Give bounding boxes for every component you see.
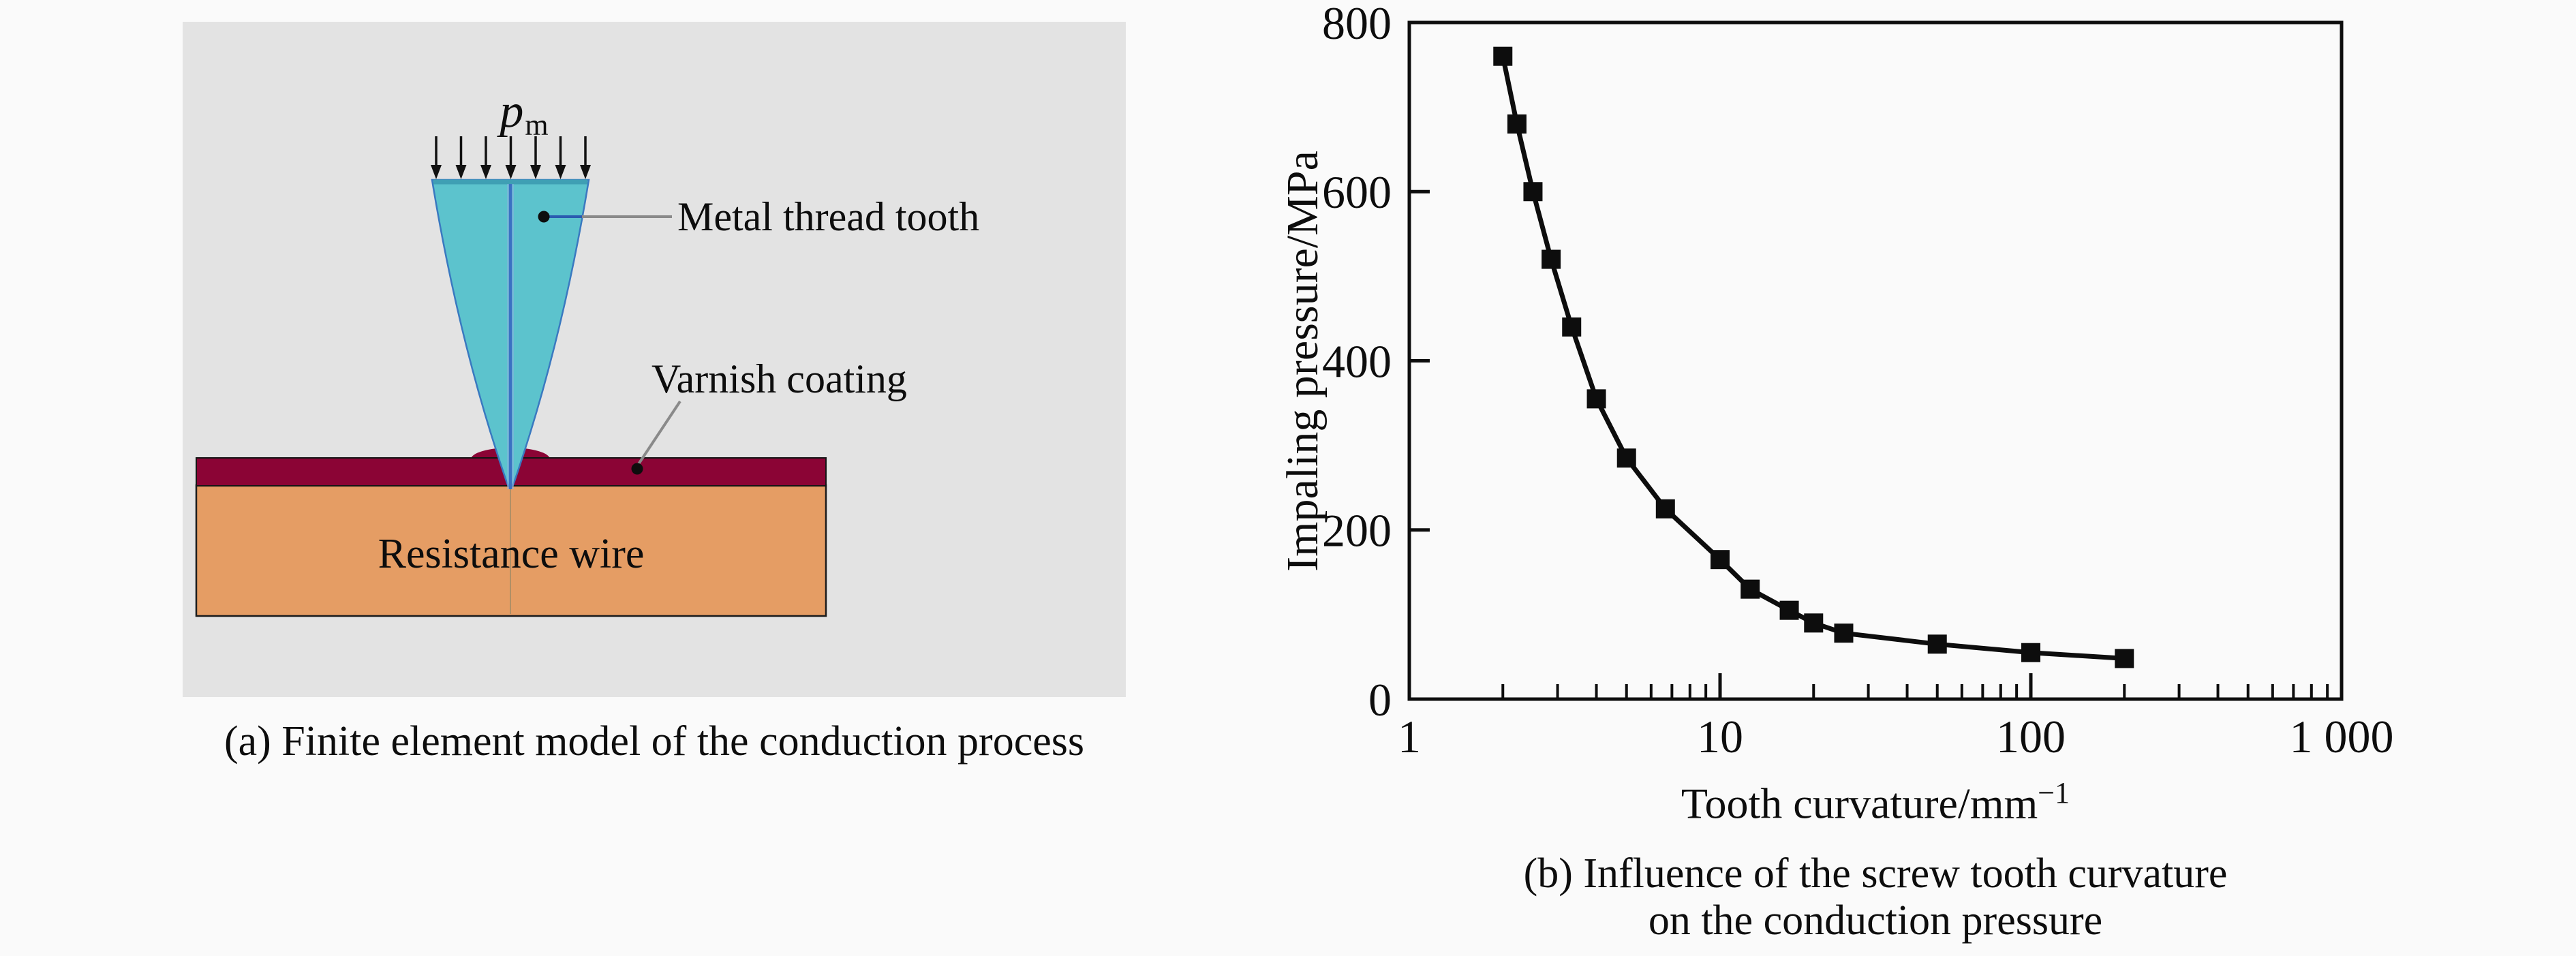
data-point-marker [1927, 634, 1947, 654]
y-axis-tick-label: 400 [1322, 335, 1392, 387]
data-point-marker [1542, 249, 1561, 269]
plot-border [1407, 20, 2344, 701]
load-arrow [555, 136, 566, 179]
label-varnish-coating: Varnish coating [651, 356, 907, 401]
load-arrow [480, 136, 491, 179]
load-arrow [431, 136, 442, 179]
load-arrow [455, 136, 467, 179]
pressure-arrows [431, 136, 591, 179]
series-line [1500, 55, 2125, 661]
load-arrow [580, 136, 591, 179]
caption-panel-a: (a) Finite element model of the conducti… [224, 718, 1084, 765]
x-axis-label-main: Tooth curvature/mm [1681, 779, 2038, 828]
label-resistance-wire: Resistance wire [378, 531, 645, 577]
pressure-curvature-chart: 1 10 100 1 000 0 200 400 600 800 [1322, 0, 2394, 762]
data-point-marker [1523, 182, 1543, 202]
data-point-marker [1711, 550, 1730, 570]
pressure-symbol-base: p [500, 85, 524, 138]
x-axis-label-superscript: −1 [2038, 776, 2070, 809]
data-point-marker [1834, 623, 1854, 643]
data-point-marker [1804, 613, 1824, 633]
fem-diagram [195, 136, 827, 617]
caption-panel-b: (b) Influence of the screw tooth curvatu… [1398, 850, 2352, 945]
caption-panel-b-line1: (b) Influence of the screw tooth curvatu… [1523, 850, 2228, 897]
x-axis-tick-label: 1 000 [2290, 711, 2394, 762]
y-axis-tick-label: 200 [1322, 505, 1392, 557]
x-axis-label: Tooth curvature/mm−1 [1535, 775, 2216, 829]
load-arrow [530, 136, 541, 179]
varnish-leader-line [636, 400, 681, 467]
pressure-symbol: pm [469, 84, 578, 142]
tooth-marker-dot [538, 211, 550, 223]
data-point-marker [1741, 579, 1760, 599]
pressure-symbol-subscript: m [525, 108, 549, 142]
data-point-marker [1507, 114, 1527, 134]
varnish-marker-dot [631, 463, 643, 475]
data-point-marker [2115, 649, 2134, 668]
data-point-marker [1655, 499, 1675, 519]
caption-panel-b-line2: on the conduction pressure [1648, 897, 2103, 944]
chart-dynamic-content: 1 10 100 1 000 0 200 400 600 800 [1322, 0, 2394, 762]
data-point-marker [1779, 600, 1799, 620]
y-axis-label: Impaling pressure/MPa [1278, 151, 1328, 572]
load-arrow [505, 136, 517, 179]
x-axis-tick-label: 10 [1697, 711, 1743, 762]
x-axis-tick-label: 1 [1398, 711, 1421, 762]
data-point-marker [2021, 643, 2040, 662]
data-point-marker [1493, 46, 1513, 66]
y-axis-tick-label: 0 [1368, 674, 1392, 726]
x-axis-tick-label: 100 [1996, 711, 2066, 762]
y-axis-tick-label: 600 [1322, 166, 1392, 218]
panel-a-model-area: pm Metal thread tooth Varnish coating Re… [183, 22, 1126, 697]
label-metal-thread-tooth: Metal thread tooth [677, 194, 980, 239]
data-point-marker [1616, 448, 1636, 468]
data-point-marker [1586, 389, 1606, 409]
data-point-marker [1562, 317, 1582, 337]
y-axis-tick-label: 800 [1322, 0, 1392, 49]
